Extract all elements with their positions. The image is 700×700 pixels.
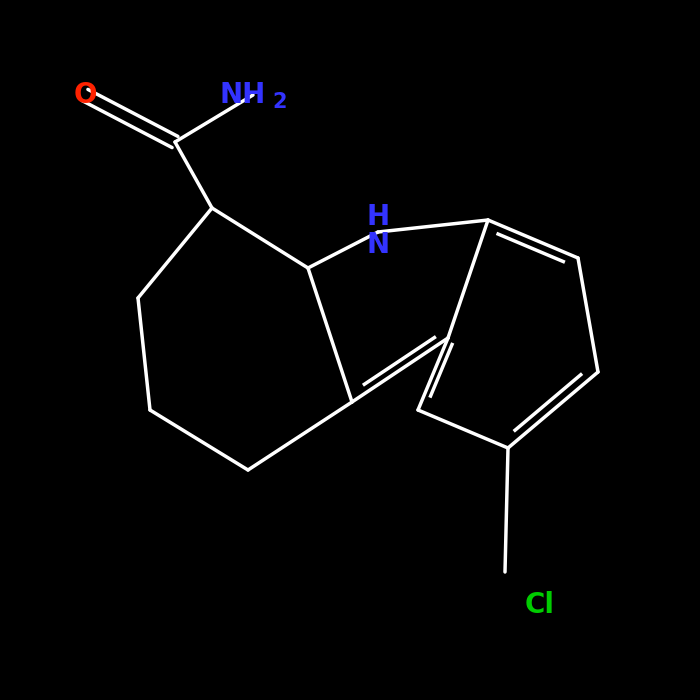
- Text: N: N: [366, 230, 390, 258]
- Text: NH: NH: [219, 81, 265, 109]
- Text: 2: 2: [272, 92, 287, 112]
- Text: H: H: [366, 202, 390, 230]
- Text: Cl: Cl: [525, 591, 555, 619]
- Text: O: O: [74, 81, 97, 109]
